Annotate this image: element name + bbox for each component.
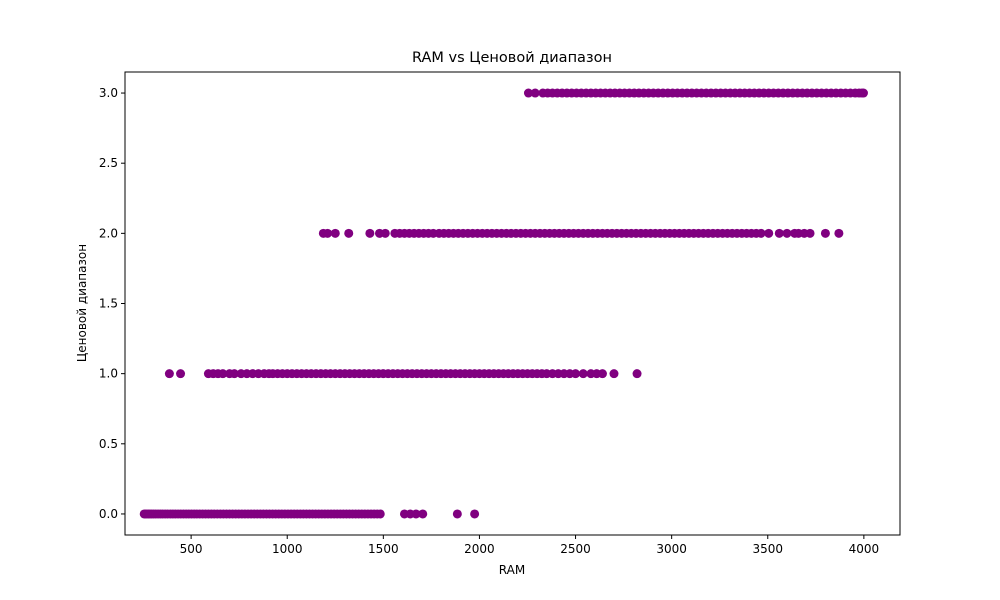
x-tick-label: 1000	[272, 542, 303, 556]
y-tick-label: 1.5	[99, 297, 118, 311]
data-point	[756, 228, 766, 238]
data-point	[164, 369, 174, 379]
data-point	[523, 88, 533, 98]
chart-title: RAM vs Ценовой диапазон	[412, 50, 612, 66]
data-point	[330, 228, 340, 238]
x-axis-ticks: 500 1000 1500 2000 2500 3000 3500 4000	[180, 535, 879, 556]
data-point	[380, 228, 390, 238]
data-point	[344, 228, 354, 238]
data-point	[858, 88, 868, 98]
data-point	[452, 509, 462, 519]
data-point	[470, 509, 480, 519]
x-tick-label: 1500	[368, 542, 399, 556]
data-point	[597, 369, 607, 379]
y-axis-title: Ценовой диапазон	[75, 244, 89, 362]
y-axis-ticks: 0.0 0.5 1.0 1.5 2.0 2.5 3.0	[99, 86, 125, 521]
data-point	[805, 228, 815, 238]
y-tick-label: 0.0	[99, 507, 118, 521]
data-point	[820, 228, 830, 238]
data-point	[176, 369, 186, 379]
y-tick-label: 1.0	[99, 367, 118, 381]
x-tick-label: 4000	[849, 542, 880, 556]
data-point	[323, 228, 333, 238]
data-point	[365, 228, 375, 238]
data-point	[578, 369, 588, 379]
data-point	[375, 509, 385, 519]
data-point	[774, 228, 784, 238]
y-tick-label: 3.0	[99, 86, 118, 100]
y-tick-label: 2.5	[99, 156, 118, 170]
data-point	[609, 369, 619, 379]
data-point	[782, 228, 792, 238]
x-tick-label: 3000	[656, 542, 687, 556]
data-point	[571, 369, 581, 379]
x-tick-label: 3500	[752, 542, 783, 556]
data-point	[229, 369, 239, 379]
data-point	[632, 369, 642, 379]
data-point	[764, 228, 774, 238]
x-tick-label: 2500	[560, 542, 591, 556]
y-tick-label: 0.5	[99, 437, 118, 451]
data-point	[418, 509, 428, 519]
x-tick-label: 500	[180, 542, 203, 556]
y-tick-label: 2.0	[99, 226, 118, 240]
data-point	[411, 509, 421, 519]
x-tick-label: 2000	[464, 542, 495, 556]
data-point	[834, 228, 844, 238]
x-axis-title: RAM	[499, 563, 525, 577]
data-point	[530, 88, 540, 98]
data-point	[218, 369, 228, 379]
data-points	[139, 88, 868, 519]
